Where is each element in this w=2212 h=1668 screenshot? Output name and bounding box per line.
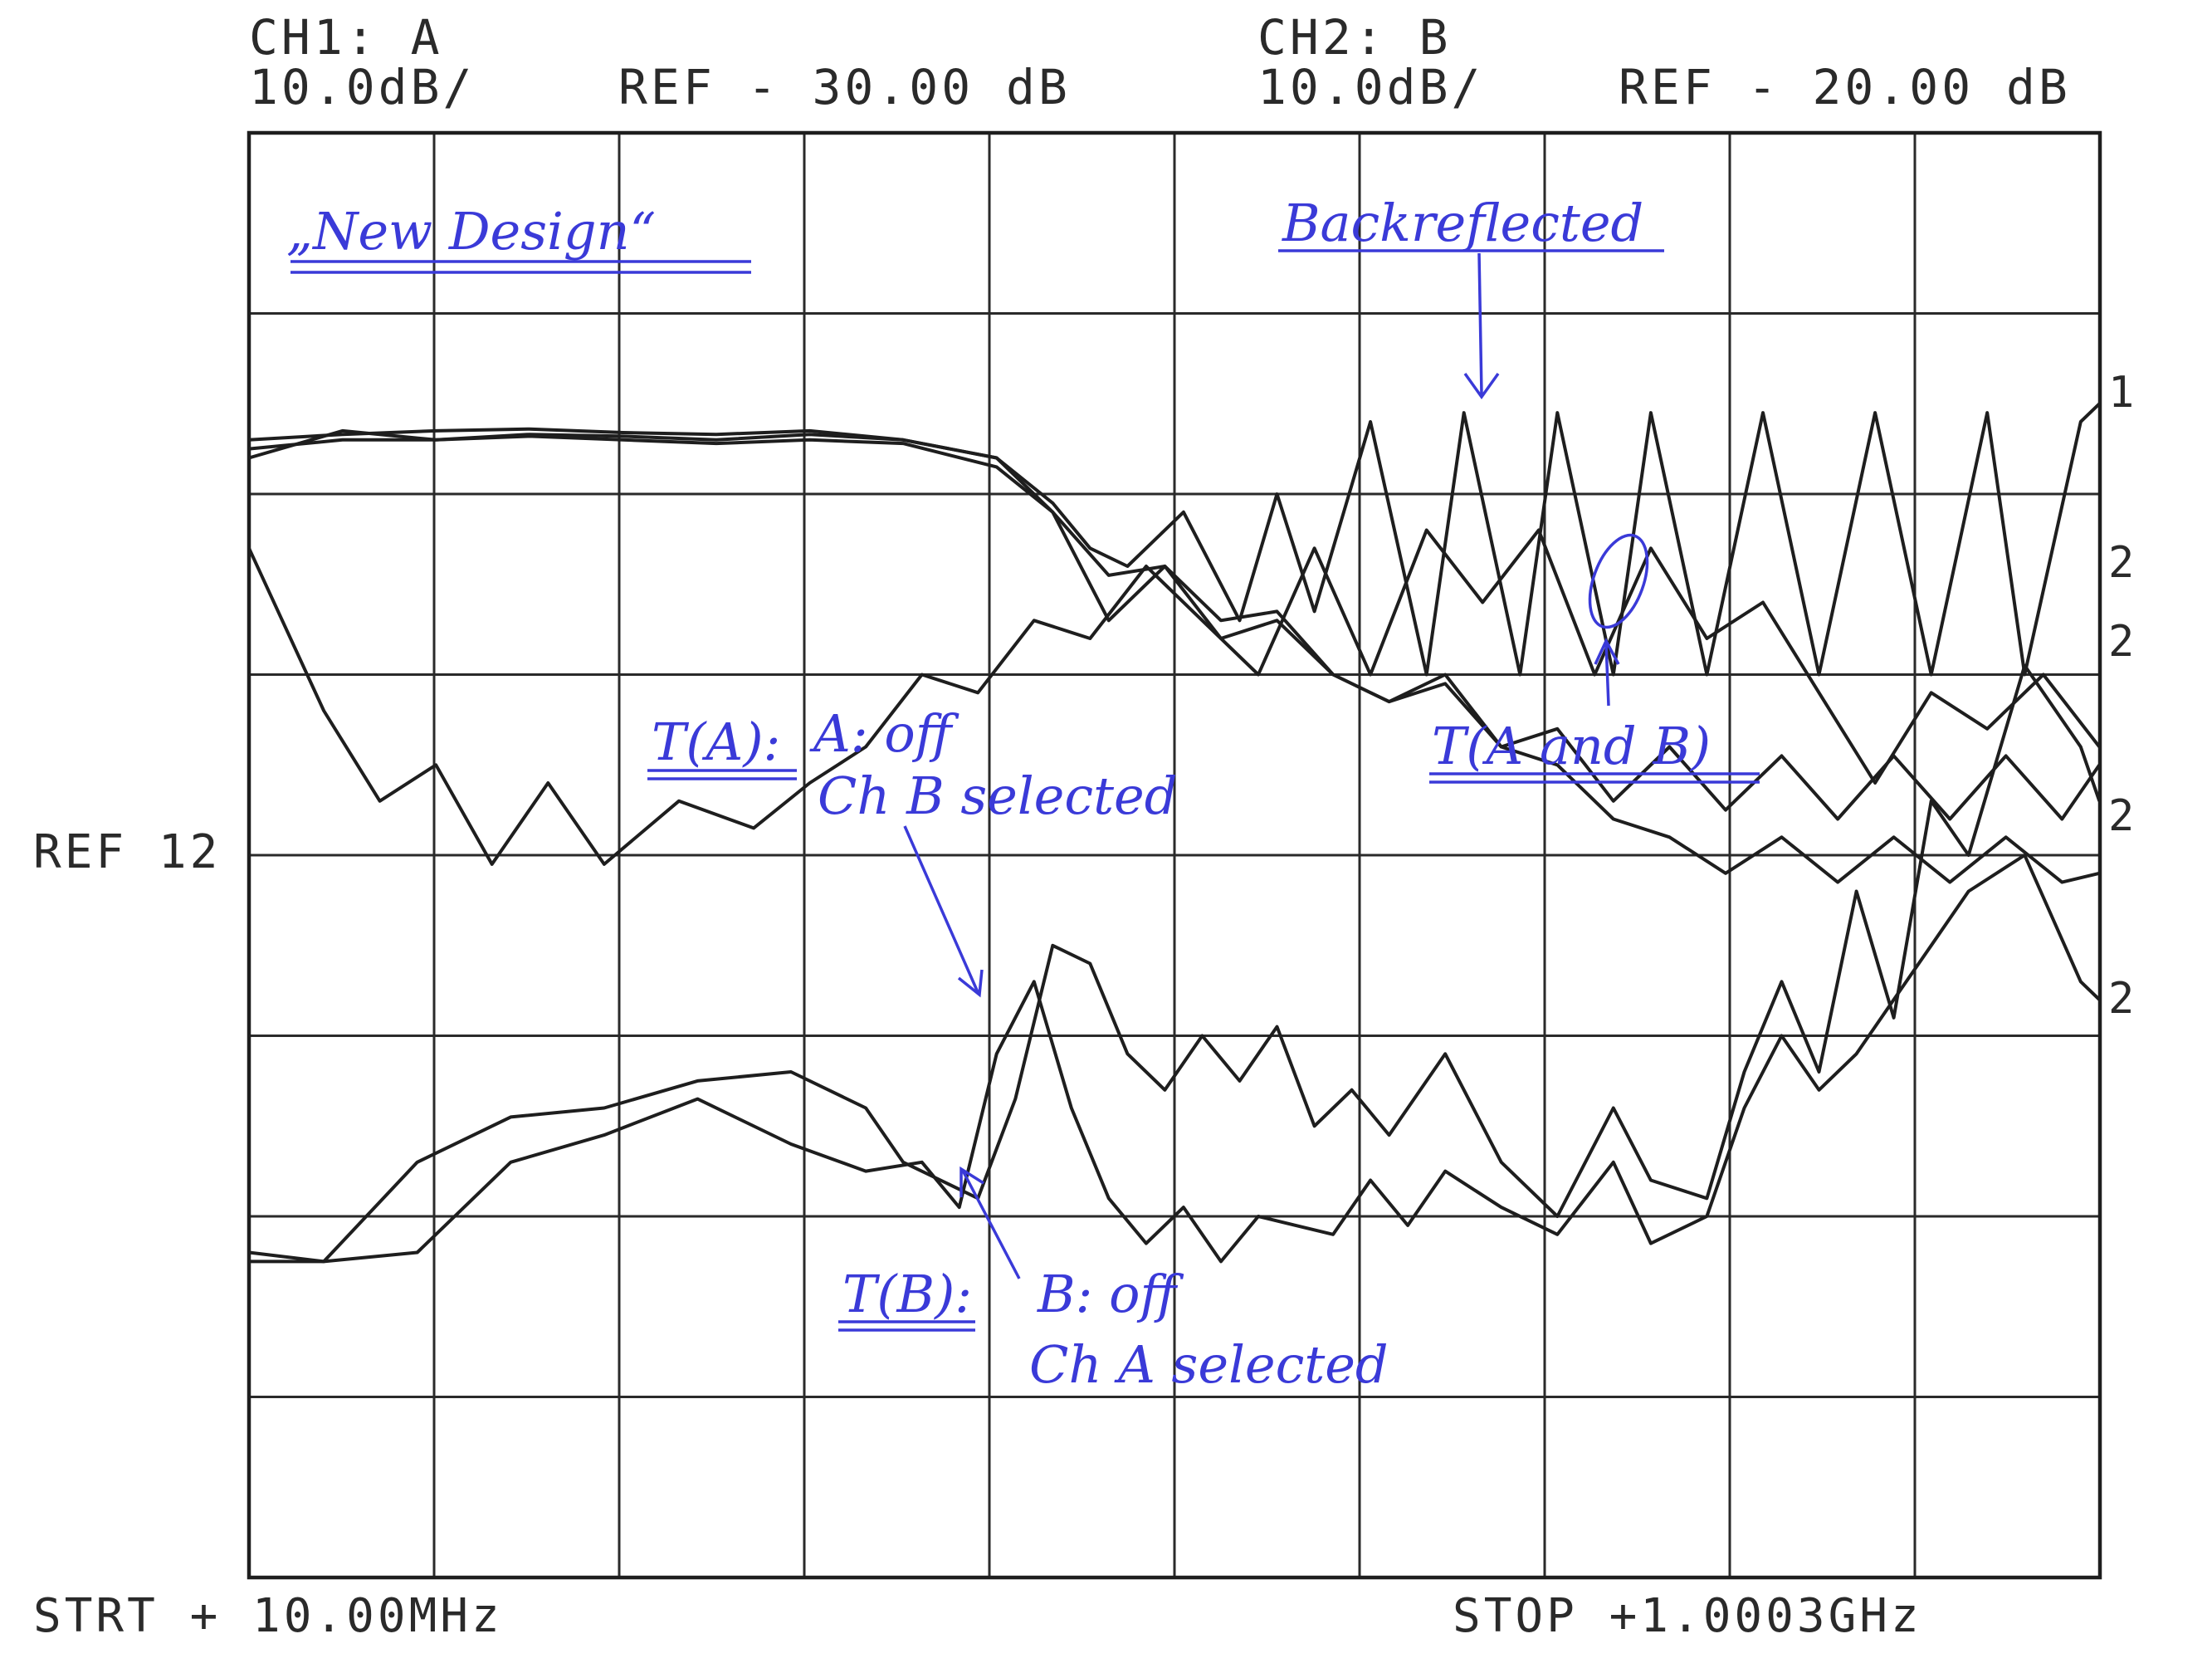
trace-marker-2c: 2 bbox=[2108, 791, 2134, 841]
tb-arrow bbox=[960, 1166, 1021, 1279]
ref-label: REF 12 bbox=[33, 825, 221, 879]
t-ab-arrow bbox=[1594, 638, 1620, 707]
trace-4 bbox=[247, 528, 2101, 866]
backreflected-arrow bbox=[1463, 252, 1500, 400]
ta-arrow bbox=[903, 825, 984, 998]
ch1-ref: REF - 30.00 dB bbox=[618, 59, 1071, 115]
t-ab-circle bbox=[1588, 533, 1649, 629]
annotation-tb-line2: Ch A selected bbox=[1029, 1334, 1389, 1395]
trace-marker-1: 1 bbox=[2108, 368, 2134, 418]
trace-marker-2a: 2 bbox=[2108, 538, 2134, 588]
ch2-scale: 10.0dB/ bbox=[1257, 59, 1483, 115]
trace-marker-2b: 2 bbox=[2108, 617, 2134, 667]
stop-frequency: STOP +1.0003GHz bbox=[1453, 1589, 1922, 1643]
annotation-ta-line2: Ch B selected bbox=[818, 766, 1177, 826]
annotation-backreflected: Backreflected bbox=[1282, 193, 1643, 253]
trace-1 bbox=[248, 402, 2101, 677]
annotation-tb-line1: B: off bbox=[1037, 1264, 1184, 1324]
ch1-label: CH1: A bbox=[249, 9, 443, 66]
start-frequency: STRT + 10.00MHz bbox=[33, 1589, 503, 1643]
annotation-t-ab: T(A and B) bbox=[1432, 716, 1711, 776]
ch2-label: CH2: B bbox=[1257, 9, 1452, 66]
trace-5 bbox=[248, 663, 2102, 1264]
trace-group bbox=[247, 402, 2102, 1264]
plot-grid bbox=[249, 133, 2100, 1578]
ch2-ref: REF - 20.00 dB bbox=[1619, 59, 2071, 115]
annotation-ta-label: T(A): bbox=[652, 712, 780, 772]
trace-6 bbox=[249, 854, 2101, 1264]
trace-marker-2d: 2 bbox=[2108, 974, 2134, 1024]
annotation-tb-label: T(B): bbox=[842, 1264, 972, 1324]
trace-3 bbox=[248, 427, 2100, 884]
annotation-title: „New Design“ bbox=[286, 201, 656, 262]
ch1-scale: 10.0dB/ bbox=[249, 59, 475, 115]
plot-frame bbox=[247, 130, 2102, 1580]
annotation-ta-line1: A: off bbox=[809, 703, 960, 764]
